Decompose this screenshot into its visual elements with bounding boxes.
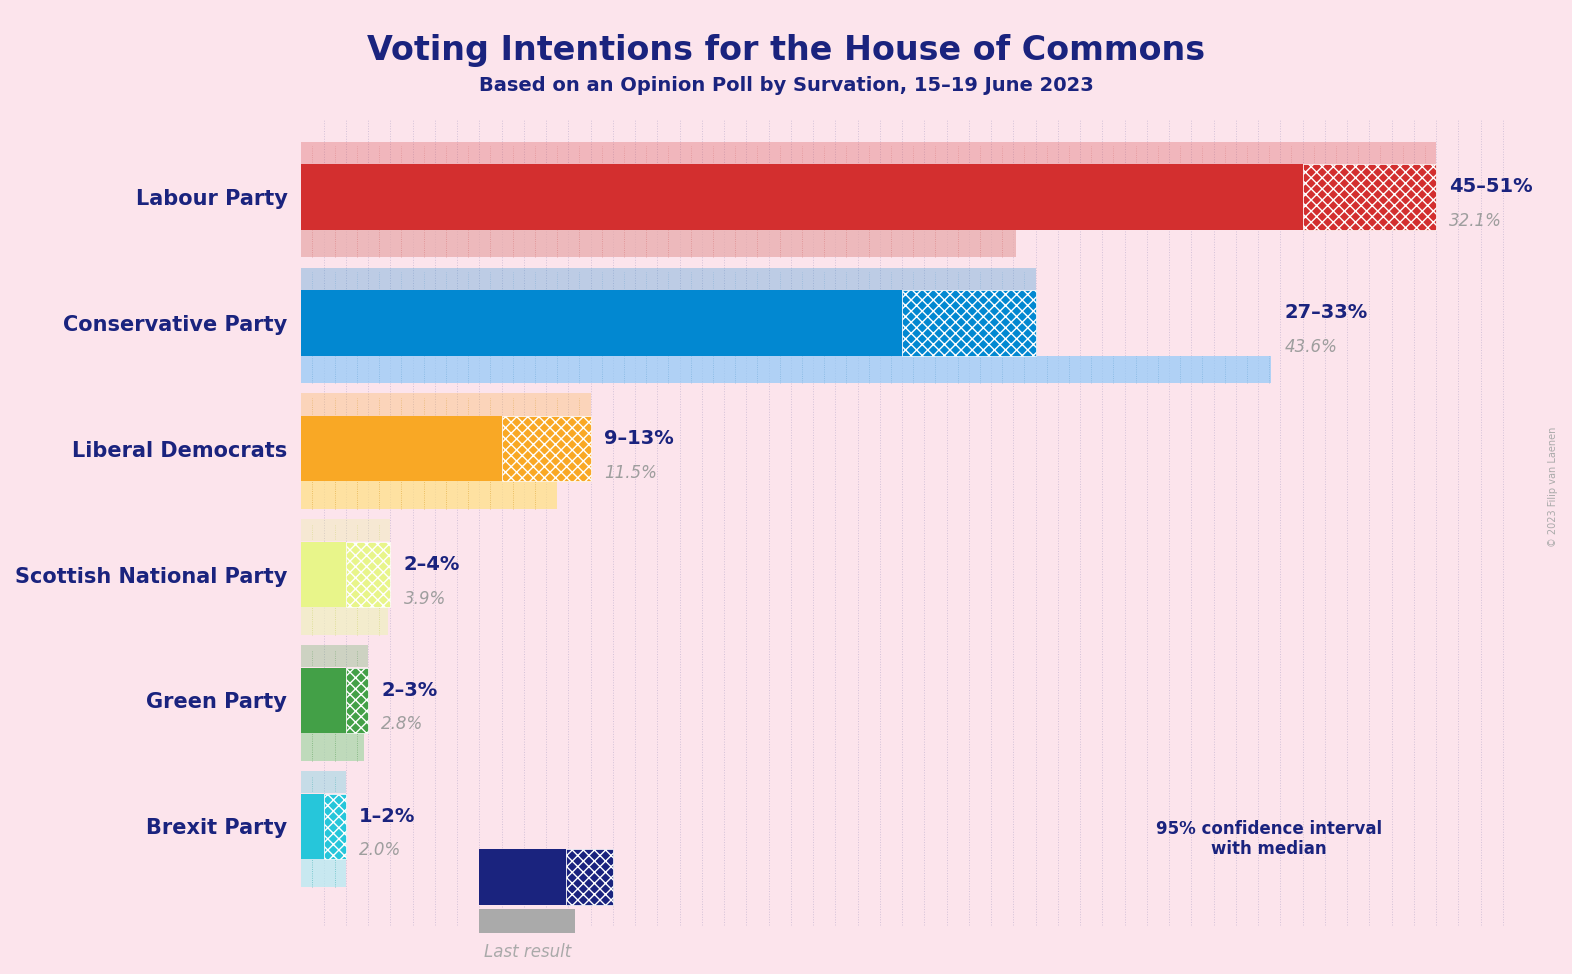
Bar: [302, 608, 388, 635]
Bar: [302, 141, 1437, 164]
Bar: [302, 356, 1272, 384]
Bar: [346, 668, 368, 733]
Bar: [302, 165, 1303, 230]
Text: 2.8%: 2.8%: [382, 716, 423, 733]
Text: 2.0%: 2.0%: [358, 842, 401, 859]
Text: 43.6%: 43.6%: [1284, 338, 1338, 356]
Text: 1–2%: 1–2%: [358, 806, 415, 826]
Bar: [302, 268, 1036, 289]
Bar: [566, 849, 613, 905]
Text: 11.5%: 11.5%: [604, 464, 657, 482]
Text: 9–13%: 9–13%: [604, 430, 674, 448]
Text: 2–4%: 2–4%: [404, 555, 461, 574]
Bar: [302, 230, 1016, 257]
Text: Last result: Last result: [484, 943, 571, 960]
Text: 2–3%: 2–3%: [382, 681, 437, 700]
Text: 95% confidence interval
with median: 95% confidence interval with median: [1155, 819, 1382, 858]
Bar: [302, 859, 346, 886]
Bar: [302, 794, 324, 859]
Bar: [302, 771, 346, 793]
Bar: [324, 794, 346, 859]
Bar: [346, 542, 390, 608]
Bar: [479, 909, 575, 934]
Bar: [302, 645, 368, 667]
Bar: [302, 481, 556, 509]
Text: 32.1%: 32.1%: [1449, 212, 1503, 230]
Text: © 2023 Filip van Laenen: © 2023 Filip van Laenen: [1548, 427, 1558, 547]
Bar: [302, 668, 346, 733]
Bar: [302, 519, 390, 542]
Text: 3.9%: 3.9%: [404, 589, 446, 608]
Bar: [302, 416, 501, 481]
Bar: [302, 542, 346, 608]
Text: Based on an Opinion Poll by Survation, 15–19 June 2023: Based on an Opinion Poll by Survation, 1…: [478, 76, 1094, 95]
Bar: [1303, 165, 1437, 230]
Text: 27–33%: 27–33%: [1284, 303, 1368, 322]
Bar: [302, 393, 591, 416]
Bar: [479, 849, 566, 905]
Bar: [302, 290, 902, 356]
Text: 45–51%: 45–51%: [1449, 177, 1533, 197]
Bar: [302, 733, 363, 761]
Text: Voting Intentions for the House of Commons: Voting Intentions for the House of Commo…: [366, 34, 1206, 67]
Bar: [902, 290, 1036, 356]
Bar: [501, 416, 591, 481]
